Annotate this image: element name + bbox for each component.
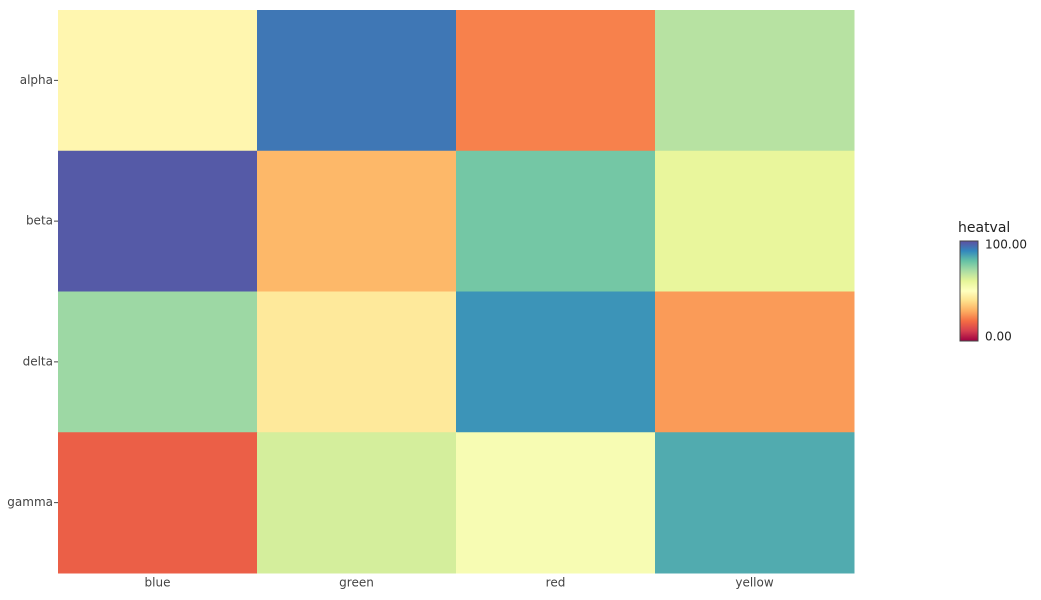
x-tick-label: yellow bbox=[735, 576, 773, 590]
y-tick-label: gamma bbox=[7, 495, 53, 509]
heatmap-cell bbox=[58, 291, 258, 433]
x-tick-label: blue bbox=[145, 576, 171, 590]
heatmap-cell bbox=[58, 150, 258, 292]
y-tick-label: delta bbox=[23, 354, 53, 368]
x-tick-label: green bbox=[339, 576, 374, 590]
heatmap-cell bbox=[655, 432, 855, 574]
colorbar-tick-label: 100.00 bbox=[985, 238, 1027, 252]
heatmap-cell bbox=[58, 432, 258, 574]
heatmap-cell bbox=[257, 432, 457, 574]
heatmap-cell bbox=[456, 150, 656, 292]
colorbar-tick-label: 0.00 bbox=[985, 330, 1012, 344]
heatmap-cell bbox=[456, 432, 656, 574]
colorbar-title: heatval bbox=[958, 220, 1010, 236]
heatmap-cell bbox=[257, 10, 457, 152]
x-tick-label: red bbox=[546, 576, 566, 590]
heatmap-cell bbox=[58, 10, 258, 152]
heatmap-cell bbox=[257, 291, 457, 433]
y-tick-label: alpha bbox=[20, 73, 53, 87]
colorbar bbox=[959, 240, 979, 342]
heatmap-cell bbox=[655, 291, 855, 433]
y-tick-label: beta bbox=[26, 214, 53, 228]
heatmap-cell bbox=[655, 150, 855, 292]
heatmap-cell bbox=[655, 10, 855, 152]
heatmap-cell bbox=[456, 291, 656, 433]
heatmap-cell bbox=[257, 150, 457, 292]
heatmap-cell bbox=[456, 10, 656, 152]
